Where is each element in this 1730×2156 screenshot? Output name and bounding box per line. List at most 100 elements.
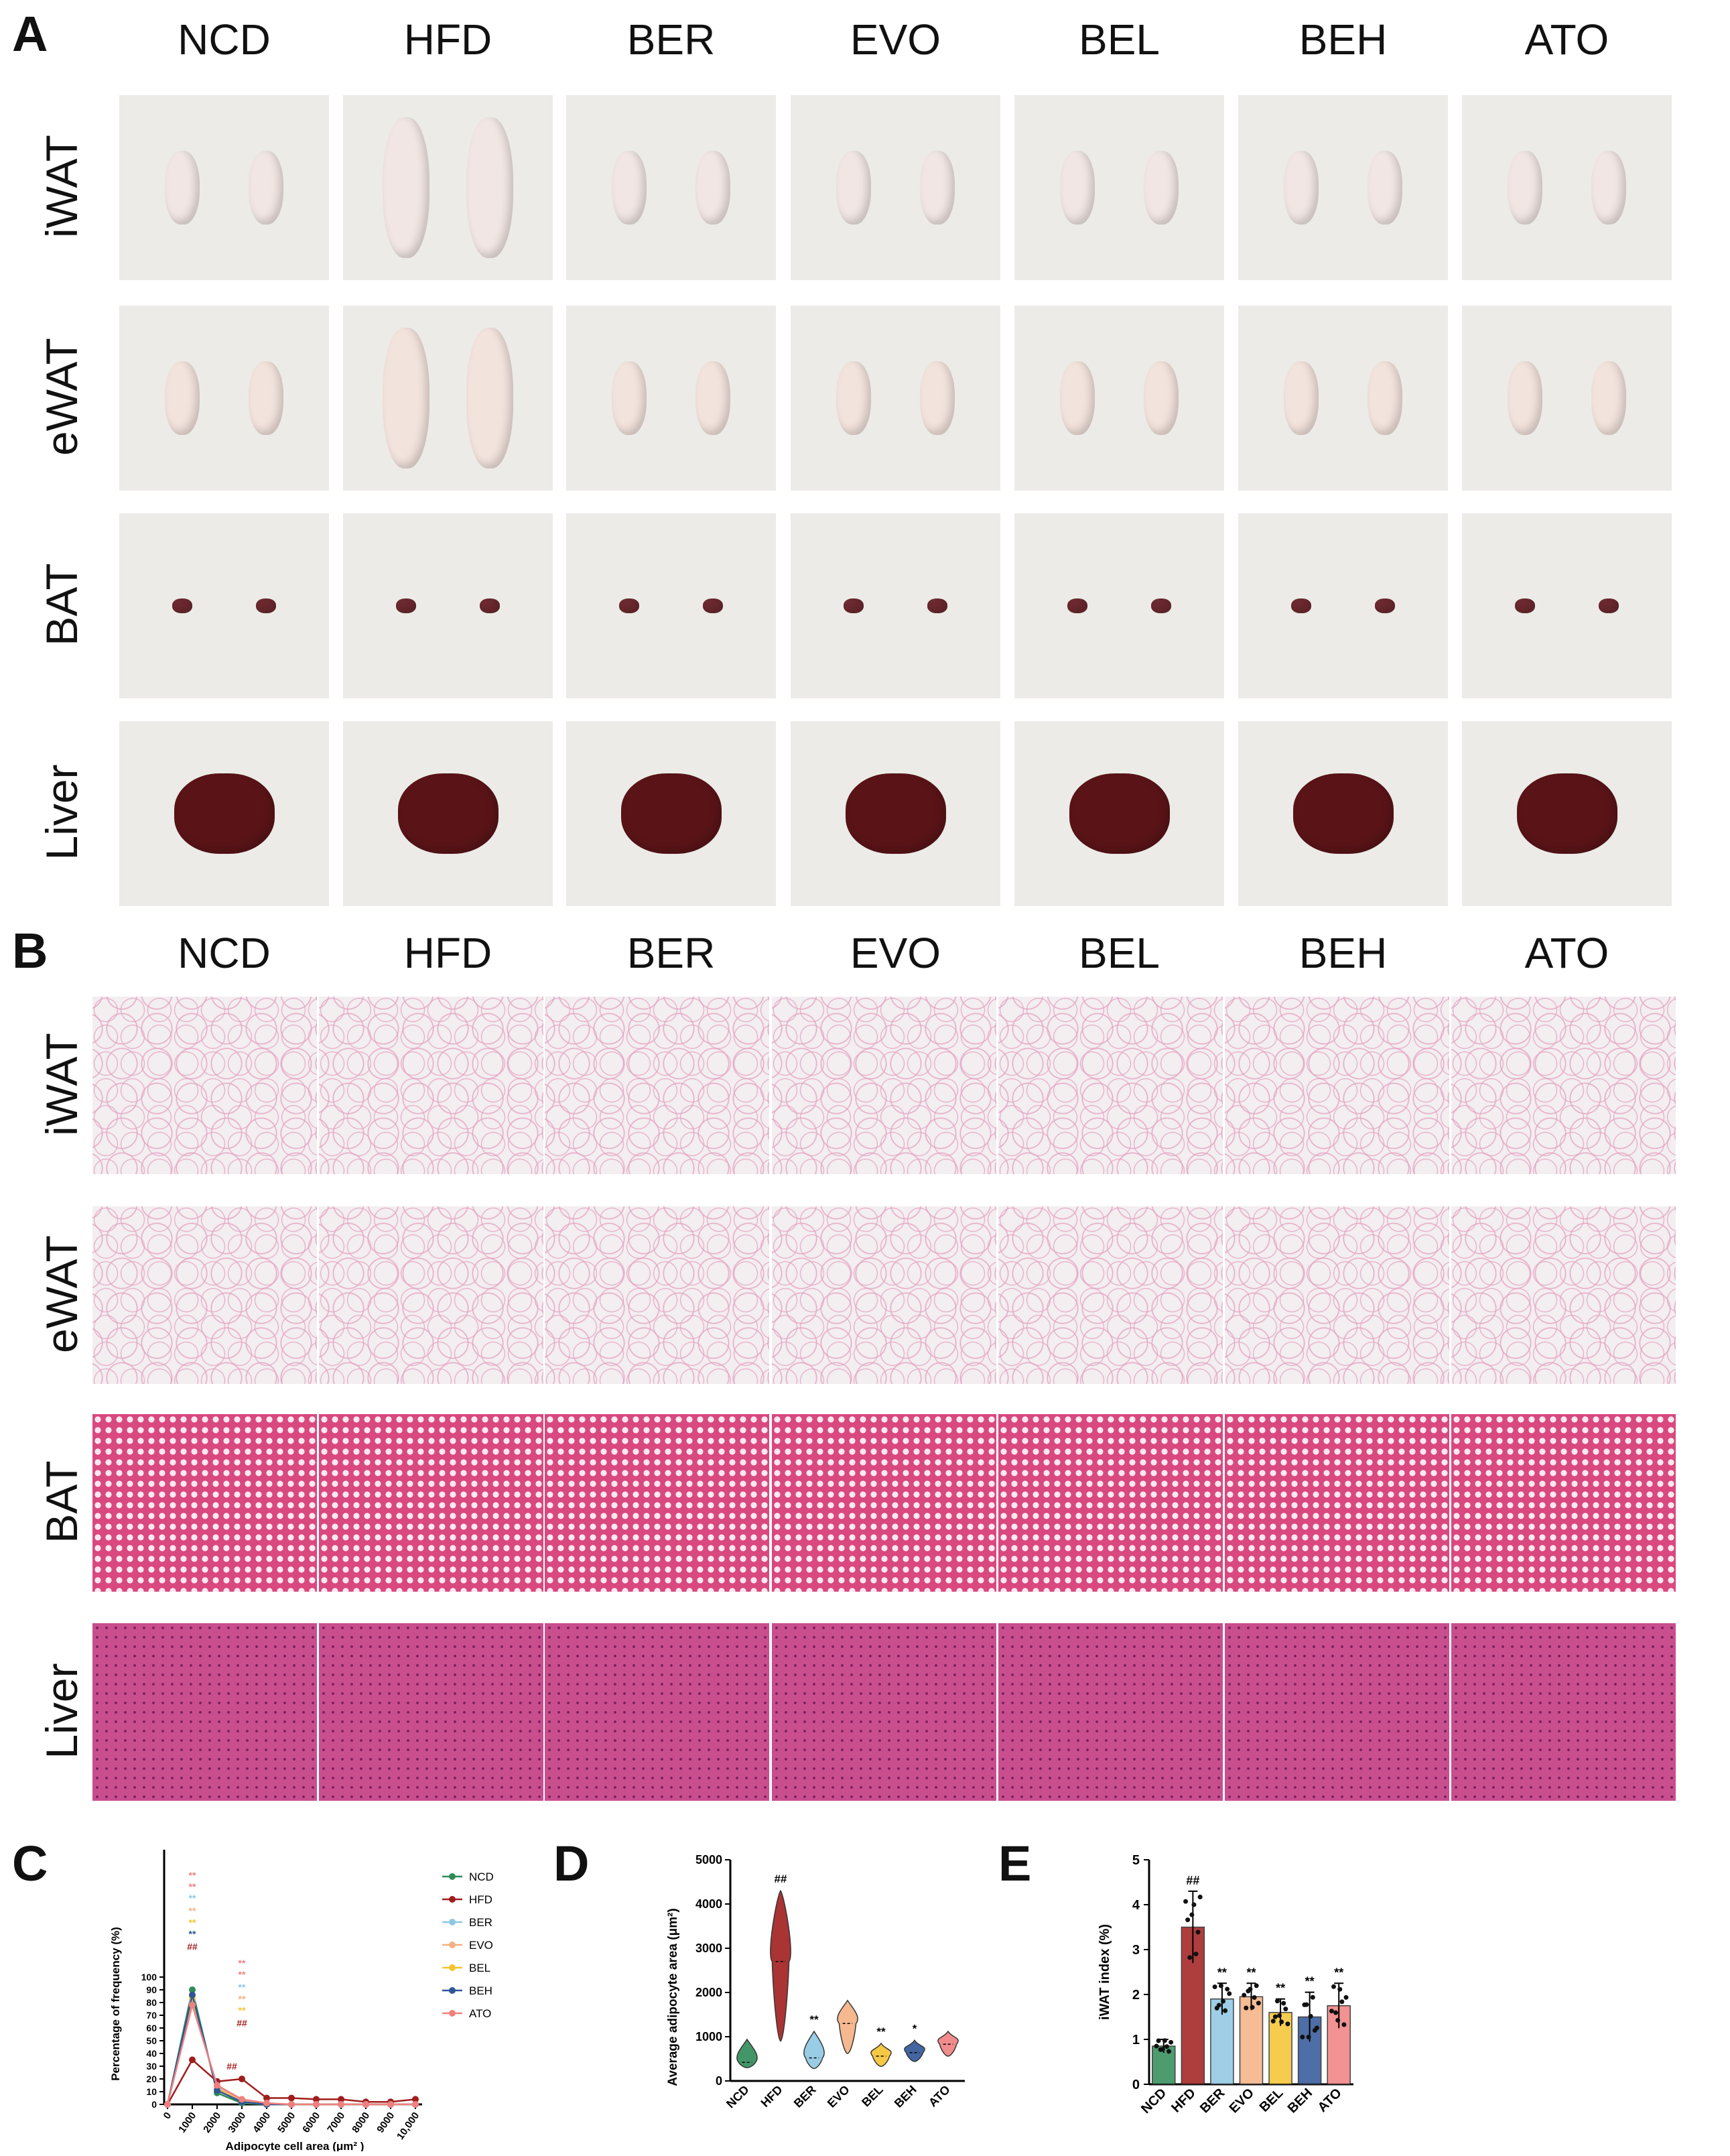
significance-marker: * [913, 2022, 917, 2035]
data-point [239, 2096, 245, 2103]
tissue-sample [695, 151, 731, 225]
significance-marker: ** [239, 1993, 246, 2004]
tissue-sample [1059, 361, 1095, 435]
legend-label: ATO [469, 2007, 491, 2020]
data-point [1156, 2038, 1161, 2043]
tissue-sample [836, 151, 871, 225]
data-point [1270, 2019, 1276, 2024]
photo-liver-ato [1462, 721, 1672, 906]
tissue-sample [1059, 151, 1095, 225]
y-tick-label: 80 [146, 1997, 157, 2008]
x-tick-label: 1000 [176, 2110, 198, 2135]
legend-marker [449, 2010, 456, 2017]
data-point [1308, 2013, 1313, 2019]
data-point [1216, 2003, 1221, 2008]
x-tick-label: 10,000 [395, 2110, 421, 2142]
significance-marker: ** [809, 2013, 819, 2026]
data-point [1281, 2001, 1286, 2006]
tissue-label-bat: BAT [37, 1460, 86, 1543]
photo-iwat-hfd [343, 95, 553, 280]
data-point [1339, 1999, 1345, 2005]
tissue-sample [256, 598, 277, 613]
significance-marker: ** [189, 1917, 196, 1927]
significance-marker: ** [189, 1893, 196, 1903]
tissue-sample [1368, 361, 1403, 435]
histology-iwat-beh [1225, 997, 1449, 1174]
data-point [1343, 1994, 1349, 2000]
data-point [1254, 1983, 1259, 1988]
tissue-sample [1591, 151, 1627, 225]
histology-liver-ncd [92, 1623, 317, 1801]
tissue-sample [1507, 361, 1542, 435]
tissue-sample [843, 598, 864, 613]
data-point [1244, 2005, 1249, 2011]
x-tick-label: 2000 [201, 2110, 223, 2135]
group-label-ber: BER [626, 15, 716, 64]
data-point [1162, 2038, 1167, 2043]
x-tick-label: EVO [1227, 2086, 1257, 2116]
significance-marker: ** [1305, 1975, 1315, 1988]
x-tick-label: BEL [859, 2083, 886, 2110]
y-tick-label: 10 [146, 2086, 157, 2097]
histology-iwat-ncd [92, 997, 317, 1174]
x-tick-label: BEH [1285, 2086, 1315, 2116]
x-tick-label: BER [1197, 2086, 1228, 2116]
y-tick-label: 70 [146, 2010, 157, 2021]
data-point [1274, 1999, 1280, 2004]
x-tick-label: HFD [1169, 2086, 1199, 2116]
significance-marker: ** [189, 1928, 196, 1939]
data-point [189, 1991, 196, 1999]
photo-iwat-ato [1462, 95, 1672, 280]
series-line-beh [166, 1994, 415, 2106]
tissue-sample [695, 361, 731, 435]
photo-iwat-ncd [119, 95, 329, 280]
tissue-sample [920, 151, 955, 225]
data-point [412, 2101, 419, 2108]
photo-iwat-bel [1014, 95, 1224, 280]
significance-marker: ## [187, 1941, 198, 1952]
tissue-sample [1516, 773, 1617, 854]
bar-evo [1239, 1996, 1264, 2085]
y-tick-label: 30 [146, 2061, 157, 2072]
tissue-sample [1151, 598, 1172, 613]
tissue-sample [1514, 598, 1535, 613]
y-tick-label: 1 [1132, 2033, 1140, 2047]
group-label-evo: EVO [850, 929, 941, 977]
y-tick-label: 60 [146, 2023, 157, 2033]
y-axis-label: Average adipocyte area (μm²) [666, 1908, 680, 2086]
tissue-sample [1067, 598, 1087, 613]
data-point [1225, 1986, 1230, 1992]
legend-marker [449, 1919, 456, 1925]
photo-bat-ato [1462, 513, 1672, 698]
tissue-sample [174, 773, 275, 854]
data-point [1223, 2008, 1228, 2013]
panel-label-b: B [12, 923, 48, 978]
photo-iwat-evo [791, 95, 1000, 280]
data-point [214, 2087, 220, 2094]
legend-label: BER [469, 1916, 492, 1929]
data-point [313, 2096, 320, 2103]
series-line-ato [166, 2002, 415, 2106]
data-point [1304, 2002, 1309, 2007]
significance-marker: ** [239, 1958, 246, 1968]
histology-iwat-ato [1451, 997, 1676, 1174]
data-point [1218, 1983, 1223, 1988]
data-point [1185, 1917, 1191, 1923]
tissue-sample [1507, 151, 1542, 225]
histology-liver-hfd [319, 1623, 543, 1801]
data-point [1285, 2021, 1290, 2027]
significance-marker: ** [1276, 1982, 1285, 1995]
legend-label: HFD [469, 1893, 492, 1906]
histology-bat-hfd [319, 1414, 543, 1592]
histology-ewat-ncd [92, 1206, 317, 1384]
photo-liver-ber [566, 721, 776, 906]
x-tick-label: 4000 [251, 2110, 273, 2135]
data-point [288, 2101, 295, 2108]
significance-marker: ** [1334, 1966, 1343, 1979]
histology-iwat-evo [772, 997, 996, 1174]
data-point [1160, 2047, 1165, 2052]
photo-bat-ncd [119, 513, 329, 698]
data-point [1187, 1955, 1193, 1960]
group-label-ncd: NCD [178, 15, 271, 64]
photo-iwat-beh [1238, 95, 1448, 280]
